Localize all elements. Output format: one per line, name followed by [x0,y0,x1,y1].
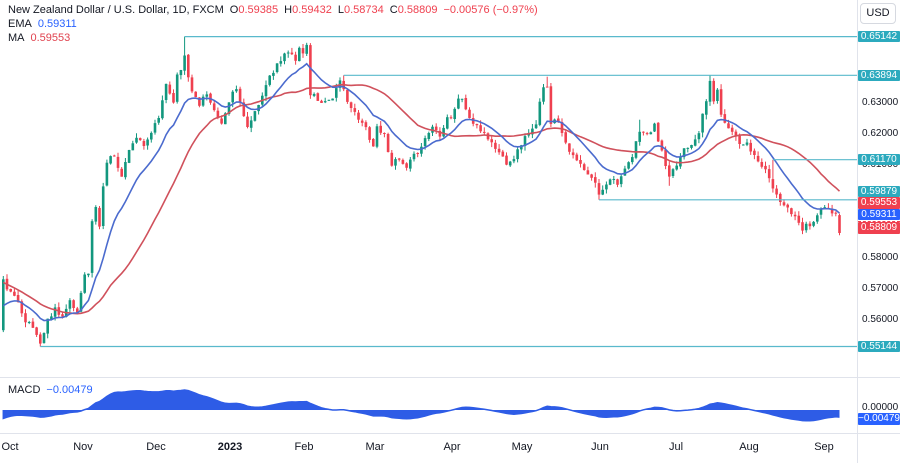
ma-line [2,83,841,315]
price-badge: 0.59553 [858,197,900,209]
time-axis-label: Nov [73,441,93,453]
candles [2,36,841,347]
price-badge: 0.61170 [858,153,900,166]
price-badge: 0.55144 [858,340,900,353]
chart-legend: New Zealand Dollar / U.S. Dollar, 1D, FX… [8,3,538,45]
symbol-row[interactable]: New Zealand Dollar / U.S. Dollar, 1D, FX… [8,3,538,17]
time-axis-label: Sep [814,441,834,453]
ohlc-key: L [337,4,344,16]
price-badge: 0.59311 [858,208,900,220]
ema-value: 0.59311 [37,18,77,30]
ma-indicator-row[interactable]: MA 0.59553 [8,31,538,45]
time-axis-label: Jun [591,441,609,453]
ema-label: EMA [8,18,32,30]
time-axis-label: Jul [668,441,684,453]
ohlc-key: H [284,4,293,16]
time-axis-label: Aug [739,441,759,453]
time-axis-label: Dec [146,441,166,453]
time-axis-label: Mar [365,441,385,453]
time-axis-label: May [511,441,533,453]
macd-curve [2,389,840,422]
macd-badge: −0.00479 [858,413,900,425]
ohlc-value: 0.59432 [292,4,332,16]
ohlc-value: 0.59385 [238,4,279,16]
macd-area [3,390,840,421]
ohlc-value: 0.58809 [397,4,438,16]
price-axis-label: 0.63000 [862,97,899,108]
time-axis-label: 2023 [217,441,243,453]
macd-value: −0.00479 [46,384,93,396]
change-value: −0.00576 (−0.97%) [443,4,538,16]
ema-line [2,62,841,322]
ohlc-key: C [389,4,398,16]
ema-indicator-row[interactable]: EMA 0.59311 [8,17,538,31]
currency-toggle-button[interactable]: USD [860,3,896,24]
time-axis-label: Feb [294,441,314,453]
price-axis-label: 0.56000 [862,314,899,325]
macd-legend-row[interactable]: MACD −0.00479 [8,384,93,396]
ohlc-value: 0.58734 [343,4,384,16]
time-axis-label: Oct [1,441,19,453]
price-badge: 0.59879 [858,185,900,197]
macd-zero-label: 0.00000 [862,401,899,413]
price-badge: 0.63894 [858,69,900,82]
price-axis-label: 0.58000 [862,252,899,263]
symbol-title: New Zealand Dollar / U.S. Dollar, 1D, FX… [8,4,224,16]
ma-label: MA [8,32,25,44]
price-axis-label: 0.57000 [862,283,899,294]
time-axis-label: Apr [443,441,461,453]
last-price-dash [858,221,900,222]
price-badge: 0.65142 [858,30,900,43]
price-badge: 0.58809 [858,222,900,234]
price-axis-label: 0.62000 [862,128,899,139]
ohlc-values: O0.59385 H0.59432 L0.58734 C0.58809 [224,4,438,16]
ma-value: 0.59553 [30,32,71,44]
macd-label: MACD [8,384,41,396]
ohlc-key: O [229,4,239,16]
